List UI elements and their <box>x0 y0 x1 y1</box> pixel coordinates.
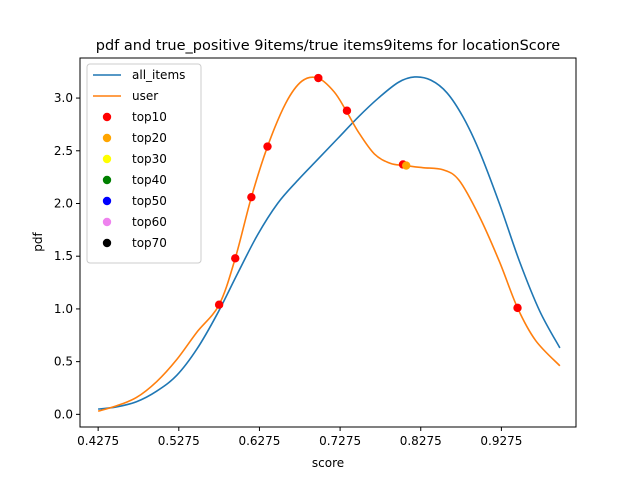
x-tick-label: 0.9275 <box>480 434 522 448</box>
x-tick-label: 0.6275 <box>238 434 280 448</box>
point-top10-0 <box>214 300 224 309</box>
chart-title: pdf and true_positive 9items/true items9… <box>96 38 561 54</box>
legend-swatch-top60 <box>102 217 112 227</box>
point-top10-5 <box>342 106 352 115</box>
y-axis-title: pdf <box>31 232 45 252</box>
legend-swatch-top20 <box>102 133 112 143</box>
plot-area <box>97 73 561 412</box>
legend-label-user: user <box>132 89 158 103</box>
y-tick-label: 1.5 <box>54 249 73 263</box>
y-tick-label: 3.0 <box>54 91 73 105</box>
legend-swatch-top70 <box>102 238 112 248</box>
plot-frame <box>79 57 577 428</box>
legend-box <box>86 63 202 264</box>
legend-swatch-top10 <box>102 112 112 122</box>
legend-swatch-top40 <box>102 175 112 185</box>
legend-label-top70: top70 <box>132 236 167 250</box>
y-axis: 0.0 0.5 1.0 1.5 2.0 2.5 3.0 <box>54 91 80 421</box>
point-top10-2 <box>247 192 256 202</box>
legend-swatch-top30 <box>102 154 112 164</box>
x-axis: 0.4275 0.5275 0.6275 0.7275 0.8275 0.9275 <box>77 427 522 448</box>
legend-label-top60: top60 <box>132 215 167 229</box>
x-tick-label: 0.8275 <box>400 434 442 448</box>
point-top20-0 <box>402 161 411 170</box>
point-top10-4 <box>314 73 323 83</box>
point-top10-1 <box>231 254 240 263</box>
legend-label-top20: top20 <box>132 131 167 145</box>
legend-label-top40: top40 <box>132 173 167 187</box>
legend-label-top50: top50 <box>132 194 167 208</box>
series-line-user <box>97 76 561 412</box>
series-line-all-items <box>98 76 561 410</box>
x-tick-label: 0.4275 <box>77 434 119 448</box>
y-tick-label: 2.5 <box>54 144 73 158</box>
x-tick-label: 0.7275 <box>319 434 361 448</box>
legend-label-top10: top10 <box>132 110 167 124</box>
legend-label-all-items: all_items <box>132 68 185 82</box>
y-tick-label: 0.0 <box>54 407 73 421</box>
x-axis-title: score <box>312 456 344 470</box>
point-top10-3 <box>263 142 272 151</box>
point-top10-7 <box>513 303 522 313</box>
y-tick-label: 1.0 <box>54 302 73 316</box>
y-tick-label: 2.0 <box>54 196 73 210</box>
legend-swatch-top50 <box>102 196 112 206</box>
y-tick-label: 0.5 <box>54 355 73 369</box>
x-tick-label: 0.5275 <box>158 434 200 448</box>
legend-label-top30: top30 <box>132 152 167 166</box>
